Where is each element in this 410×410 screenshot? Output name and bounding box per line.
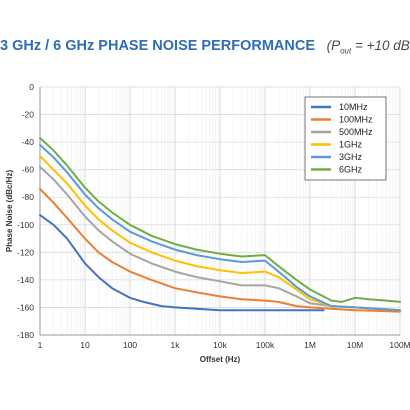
legend-label: 6GHz [339,165,363,175]
chart-axes: 0 -20 -40 -60 -80 -100 -120 -140 -160 -180 1 10 100 1… [5,82,410,364]
x-tick-label: 1 [38,340,43,350]
x-tick-label: 10 [80,340,90,350]
x-tick-label: 100k [256,340,275,350]
chart-title-main: 3 GHz / 6 GHz PHASE NOISE PERFORMANCE [0,38,316,54]
x-axis-title: Offset (Hz) [200,355,241,364]
y-tick-label: -140 [17,275,34,285]
condition-suffix: = +10 dBm) [354,38,410,53]
y-tick-label: -20 [22,110,35,120]
y-tick-label: -160 [17,302,34,312]
x-tick-label: 1k [171,340,181,350]
chart-title: 3 GHz / 6 GHz PHASE NOISE PERFORMANCE (P… [0,38,410,56]
y-tick-label: -60 [22,165,35,175]
chart-title-condition: (Pout = +10 dBm) [319,38,410,56]
y-axis-title: Phase Noise (dBc/Hz) [5,170,14,253]
y-tick-label: -80 [22,192,35,202]
legend-label: 3GHz [339,152,363,162]
series-line-500mhz [39,165,401,312]
chart-legend: 10MHz 100MHz 500MHz 1GHz 3GHz 6GHz [304,96,387,181]
series-line-6ghz [39,137,401,303]
legend-label: 100MHz [339,115,373,125]
y-tick-label: -180 [17,330,34,340]
series-line-3ghz [39,143,401,312]
legend-box [304,96,387,181]
series-line-10mhz [39,214,325,312]
chart-series [39,137,401,313]
series-line-100mhz [39,188,401,313]
condition-subscript: out [340,46,352,56]
legend-label: 500MHz [339,127,373,137]
y-tick-label: -40 [22,137,35,147]
series-line-1ghz [39,154,401,312]
y-tick-label: -120 [17,247,34,257]
x-tick-label: 10k [213,340,227,350]
x-tick-label: 10M [347,340,364,350]
x-tick-label: 1M [304,340,316,350]
x-tick-label: 100M [389,340,410,350]
y-tick-label: 0 [29,82,34,92]
x-tick-label: 100 [123,340,137,350]
condition-prefix: (P [326,38,341,53]
legend-label: 10MHz [339,102,368,112]
y-tick-label: -100 [17,220,34,230]
legend-label: 1GHz [339,140,363,150]
